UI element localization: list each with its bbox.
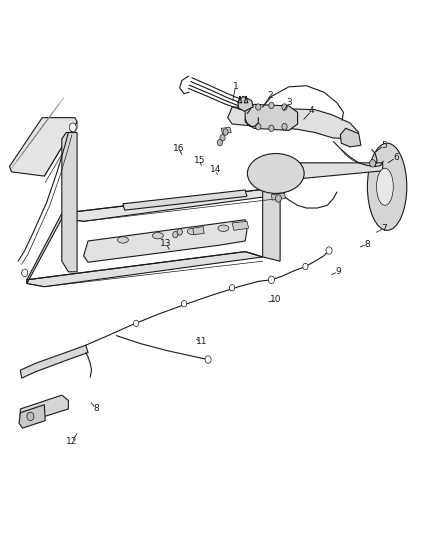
Polygon shape [123,190,247,210]
Circle shape [256,104,261,110]
Text: 9: 9 [336,268,341,276]
Circle shape [326,247,332,254]
Polygon shape [263,189,280,261]
Text: 10: 10 [270,295,282,304]
Text: 8: 8 [364,240,370,249]
Text: 11: 11 [196,337,207,346]
Circle shape [217,140,223,146]
Ellipse shape [218,225,229,231]
Circle shape [181,301,187,307]
Ellipse shape [247,154,304,193]
Polygon shape [62,189,280,221]
Circle shape [256,124,261,130]
Polygon shape [20,345,88,378]
Text: 1: 1 [233,82,238,91]
Ellipse shape [377,168,393,205]
Circle shape [177,229,182,235]
Text: 5: 5 [381,141,387,150]
Text: 7: 7 [381,224,387,233]
Ellipse shape [152,232,163,239]
Circle shape [223,129,228,135]
Circle shape [27,412,34,421]
Text: 12: 12 [66,438,78,447]
Circle shape [230,285,235,291]
Circle shape [268,276,275,284]
Ellipse shape [367,143,407,230]
Polygon shape [228,107,359,139]
Circle shape [173,231,178,238]
Text: 13: 13 [160,239,172,248]
Circle shape [282,124,287,130]
Circle shape [205,356,211,364]
Circle shape [303,263,308,270]
Text: 4: 4 [309,106,314,115]
Circle shape [370,160,376,167]
Text: 14: 14 [210,165,222,174]
Polygon shape [84,220,247,262]
Polygon shape [27,213,62,284]
Text: 2: 2 [268,91,273,100]
Polygon shape [10,118,77,176]
Polygon shape [272,193,286,200]
Circle shape [269,125,274,132]
Polygon shape [62,133,77,272]
Circle shape [269,102,274,109]
Text: 15: 15 [194,156,205,165]
Polygon shape [340,128,361,147]
Ellipse shape [117,237,128,243]
Circle shape [21,269,28,277]
Polygon shape [238,96,253,111]
Text: 8: 8 [93,404,99,413]
Polygon shape [20,395,68,422]
Circle shape [69,123,76,132]
Circle shape [220,135,225,141]
Text: 16: 16 [173,144,184,153]
Polygon shape [263,163,383,181]
Polygon shape [27,252,263,287]
Polygon shape [221,127,231,134]
Circle shape [134,320,139,327]
Text: 6: 6 [393,153,399,162]
Polygon shape [193,227,204,235]
Circle shape [276,195,282,202]
Circle shape [282,104,287,110]
Polygon shape [19,405,45,428]
Ellipse shape [187,228,198,235]
Text: 3: 3 [286,98,292,107]
Polygon shape [232,221,249,230]
Polygon shape [245,104,297,131]
